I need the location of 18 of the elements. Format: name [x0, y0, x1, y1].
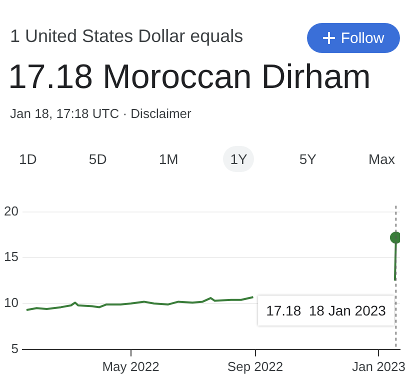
text: 5Y [298, 150, 318, 169]
chart-title: 1 United States Dollar equals [10, 26, 244, 47]
text: 1Y [223, 146, 254, 172]
text: 1D [18, 150, 38, 169]
x-tick-label: Sep 2022 [227, 358, 284, 374]
text: 1M [158, 150, 180, 169]
y-tick-label: 20 [4, 203, 18, 218]
y-tick-label: 5 [11, 340, 18, 356]
text: Max [368, 150, 396, 169]
x-tick-label: May 2022 [102, 358, 160, 374]
chart-subtitle: 17.18 Moroccan Dirham [8, 58, 371, 97]
y-tick-label: 10 [4, 295, 18, 310]
text: 5D [88, 150, 108, 169]
y-tick-label: 15 [4, 249, 18, 264]
follow-button: Follow [307, 23, 400, 53]
text: Jan 18, 17:18 UTC · Disclaimer [10, 106, 192, 121]
annotation: 17.18 18 Jan 2023 [266, 302, 386, 318]
x-tick-label: Jan 2023 [352, 358, 406, 374]
